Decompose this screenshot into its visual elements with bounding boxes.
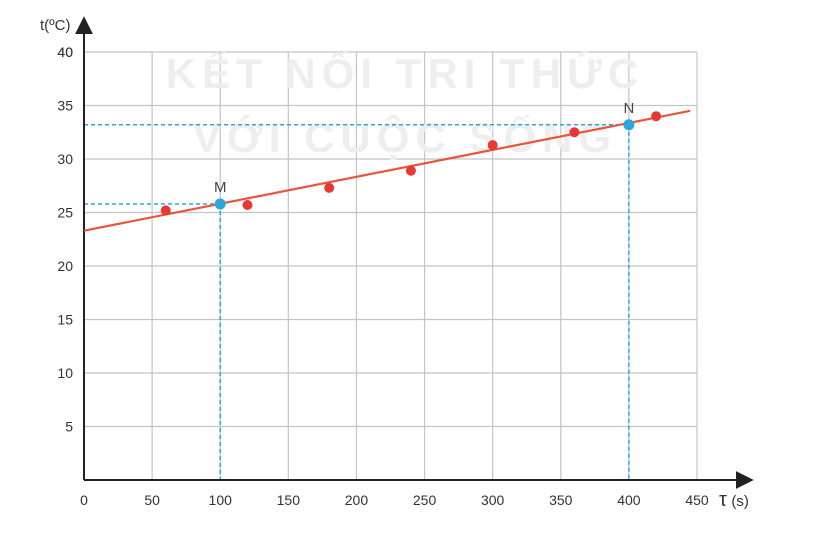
- y-tick-label: 20: [57, 258, 73, 274]
- fit-line-group: [83, 109, 691, 232]
- data-point: [242, 200, 253, 211]
- data-point: [487, 140, 498, 151]
- watermark-line-2: VỚI CUỘC SỐNG: [193, 113, 617, 161]
- x-tick-label: 200: [345, 492, 369, 508]
- x-axis-unit: (s): [731, 493, 749, 510]
- data-point: [651, 111, 662, 122]
- y-tick-label: 30: [57, 151, 73, 167]
- x-axis-symbol: τ: [719, 489, 727, 511]
- x-tick-label: 300: [481, 492, 505, 508]
- y-tick-label: 25: [57, 205, 73, 221]
- axes: [75, 16, 754, 489]
- x-tick-label: 0: [80, 492, 88, 508]
- marked-point-label: N: [623, 100, 634, 117]
- x-tick-label: 400: [617, 492, 641, 508]
- data-points: [160, 111, 662, 216]
- marked-point-m: [214, 198, 226, 210]
- y-tick-label: 35: [57, 98, 73, 114]
- x-tick-label: 250: [413, 492, 437, 508]
- x-tick-label: 100: [209, 492, 233, 508]
- data-point: [405, 165, 416, 176]
- tick-labels: 0 50 100 150 200 250 300 350 400 450 5 10 15 20 25 30 35…: [57, 44, 708, 508]
- y-axis-label: t(ºC): [40, 17, 70, 34]
- y-tick-label: 40: [57, 44, 73, 60]
- y-tick-label: 5: [65, 419, 73, 435]
- x-tick-label: 150: [277, 492, 301, 508]
- watermark-line-1: KẾT NỐI TRI THỨC: [166, 49, 645, 97]
- data-point: [324, 182, 335, 193]
- marked-point-label: M: [214, 179, 227, 196]
- marked-point-n: [623, 119, 635, 131]
- x-tick-label: 50: [144, 492, 160, 508]
- guide-lines: [84, 124, 630, 480]
- y-tick-label: 40: [57, 44, 73, 60]
- watermark: KẾT NỐI TRI THỨC VỚI CUỘC SỐNG: [166, 49, 645, 161]
- marked-points: MN: [214, 100, 635, 210]
- y-tick-label: 10: [57, 365, 73, 381]
- x-axis-label: τ (s): [719, 489, 749, 511]
- fit-line: [83, 109, 691, 232]
- data-point: [160, 205, 171, 216]
- grid: [84, 51, 698, 480]
- y-tick-label: 15: [57, 312, 73, 328]
- data-point: [569, 127, 580, 138]
- x-tick-label: 450: [685, 492, 709, 508]
- x-tick-label: 350: [549, 492, 573, 508]
